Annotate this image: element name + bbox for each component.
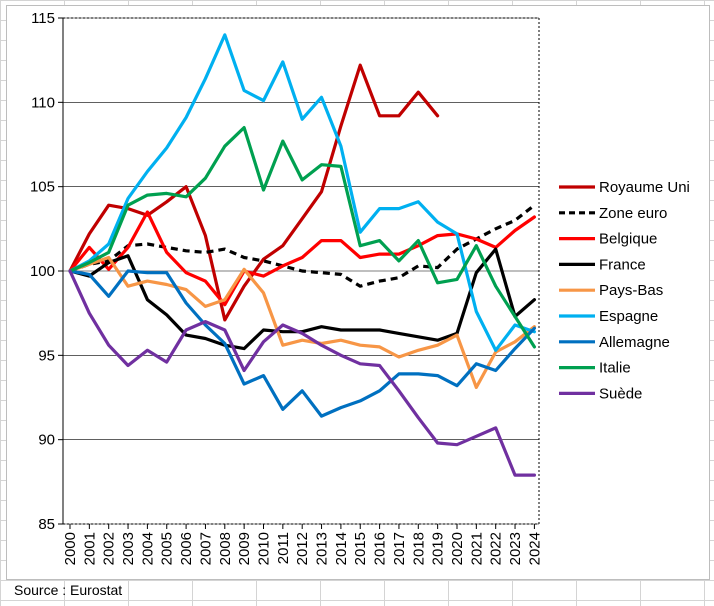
series-line-allemagne (68, 269, 537, 418)
series-line-belgique (68, 210, 537, 307)
x-tick-label-2017: 2017 (391, 532, 408, 565)
legend-label: Pays-Bas (599, 282, 663, 299)
x-tick-label-2019: 2019 (430, 532, 447, 565)
series-line-zone-euro (69, 203, 536, 288)
legend: Royaume Uni Zone euro Belgique France Pays-B… (559, 179, 690, 402)
y-tick-label-110: 110 (31, 94, 55, 111)
x-tick-label-2012: 2012 (294, 532, 311, 565)
y-tick-label-85: 85 (38, 516, 55, 533)
legend-label: Royaume Uni (599, 179, 690, 196)
y-tick-label-95: 95 (38, 347, 55, 364)
x-tick-label-2014: 2014 (333, 532, 350, 565)
x-axis-ticks: 2000 2001 2002 2003 2004 2005 2006 2007 2008 2009… (62, 524, 543, 565)
series-line-espagne (68, 33, 537, 352)
series-line-pays-bas (68, 255, 537, 389)
x-tick-label-2024: 2024 (526, 532, 543, 565)
x-tick-label-2022: 2022 (488, 532, 505, 565)
legend-label: Belgique (599, 231, 657, 248)
y-tick-label-90: 90 (38, 432, 55, 449)
legend-label: Allemagne (599, 334, 670, 351)
y-tick-label-115: 115 (31, 10, 55, 27)
x-tick-label-2006: 2006 (178, 532, 195, 565)
legend-label: Suède (599, 385, 642, 402)
x-tick-label-2018: 2018 (410, 532, 427, 565)
series-lines (68, 33, 537, 477)
y-tick-label-100: 100 (30, 263, 55, 280)
legend-label: France (599, 256, 646, 273)
x-tick-label-2020: 2020 (449, 532, 466, 565)
chart-area: 85 90 95 100 105 110 115 2000 2001 2002 2003 2004 2… (6, 5, 710, 580)
x-tick-label-2002: 2002 (101, 532, 118, 565)
x-tick-label-2001: 2001 (81, 532, 98, 565)
series-line-italie (68, 125, 537, 349)
source-note: Source : Eurostat (14, 582, 123, 598)
x-tick-label-2008: 2008 (217, 532, 234, 565)
x-tick-label-2011: 2011 (275, 532, 292, 564)
x-tick-label-2010: 2010 (255, 532, 272, 565)
legend-label: Espagne (599, 308, 658, 325)
x-tick-label-2023: 2023 (507, 532, 524, 565)
x-tick-label-2015: 2015 (352, 532, 369, 565)
x-tick-label-2003: 2003 (120, 532, 137, 565)
x-tick-label-2016: 2016 (372, 532, 389, 565)
x-tick-label-2021: 2021 (468, 532, 485, 565)
legend-label: Zone euro (599, 205, 667, 222)
y-axis-ticks: 85 90 95 100 105 110 115 (30, 10, 63, 533)
series-line-suède (68, 269, 537, 477)
x-tick-label-2005: 2005 (159, 532, 176, 565)
x-tick-label-2000: 2000 (62, 532, 79, 565)
x-tick-label-2007: 2007 (197, 532, 214, 565)
legend-label: Italie (599, 360, 631, 377)
x-tick-label-2013: 2013 (314, 532, 331, 565)
x-tick-label-2009: 2009 (236, 532, 253, 565)
x-tick-label-2004: 2004 (139, 532, 156, 565)
y-tick-label-105: 105 (30, 179, 55, 196)
